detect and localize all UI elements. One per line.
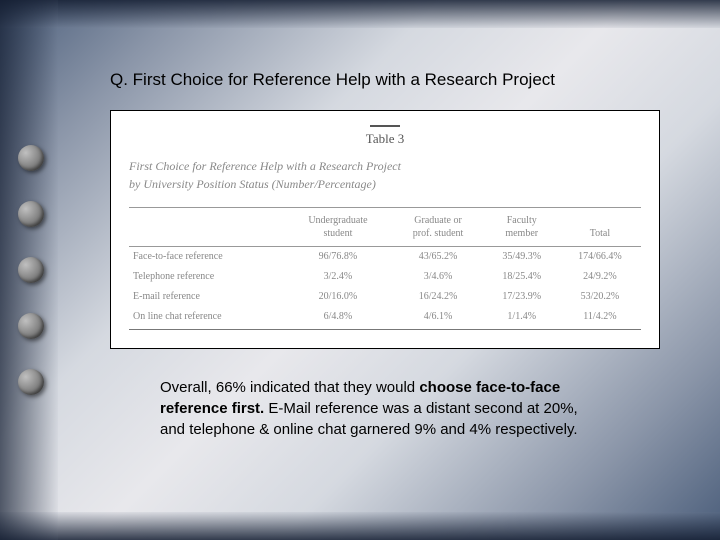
row-label: Face-to-face reference — [129, 247, 284, 268]
table-header-row: Undergraduatestudent Graduate orprof. st… — [129, 208, 641, 247]
table-row: Face-to-face reference 96/76.8% 43/65.2%… — [129, 247, 641, 268]
row-label: On line chat reference — [129, 307, 284, 330]
data-table-box: Table 3 First Choice for Reference Help … — [110, 110, 660, 349]
slide-content: Q. First Choice for Reference Help with … — [0, 0, 720, 480]
table-subtitle-line1: First Choice for Reference Help with a R… — [129, 159, 401, 173]
table-row: Telephone reference 3/2.4% 3/4.6% 18/25.… — [129, 267, 641, 287]
row-label: Telephone reference — [129, 267, 284, 287]
col-header: Undergraduatestudent — [284, 208, 391, 247]
summary-part1: Overall, 66% indicated that they would — [160, 379, 419, 396]
table-subtitle-line2: by University Position Status (Number/Pe… — [129, 177, 376, 191]
cell: 11/4.2% — [559, 307, 641, 330]
slide-title: Q. First Choice for Reference Help with … — [110, 70, 660, 90]
summary-text: Overall, 66% indicated that they would c… — [110, 377, 630, 440]
cell: 4/6.1% — [391, 307, 484, 330]
table-label-rule — [370, 125, 400, 127]
cell: 20/16.0% — [284, 287, 391, 307]
cell: 18/25.4% — [485, 267, 559, 287]
cell: 6/4.8% — [284, 307, 391, 330]
data-table: Undergraduatestudent Graduate orprof. st… — [129, 207, 641, 330]
col-header: Facultymember — [485, 208, 559, 247]
cell: 35/49.3% — [485, 247, 559, 268]
row-label: E-mail reference — [129, 287, 284, 307]
cell: 17/23.9% — [485, 287, 559, 307]
slide-edge-bottom — [0, 512, 720, 540]
cell: 1/1.4% — [485, 307, 559, 330]
cell: 3/2.4% — [284, 267, 391, 287]
col-header: Graduate orprof. student — [391, 208, 484, 247]
cell: 43/65.2% — [391, 247, 484, 268]
cell: 3/4.6% — [391, 267, 484, 287]
cell: 96/76.8% — [284, 247, 391, 268]
col-header — [129, 208, 284, 247]
cell: 174/66.4% — [559, 247, 641, 268]
cell: 16/24.2% — [391, 287, 484, 307]
table-subtitle: First Choice for Reference Help with a R… — [129, 157, 641, 193]
table-row: E-mail reference 20/16.0% 16/24.2% 17/23… — [129, 287, 641, 307]
cell: 53/20.2% — [559, 287, 641, 307]
table-row: On line chat reference 6/4.8% 4/6.1% 1/1… — [129, 307, 641, 330]
col-header: Total — [559, 208, 641, 247]
cell: 24/9.2% — [559, 267, 641, 287]
table-label: Table 3 — [129, 131, 641, 147]
